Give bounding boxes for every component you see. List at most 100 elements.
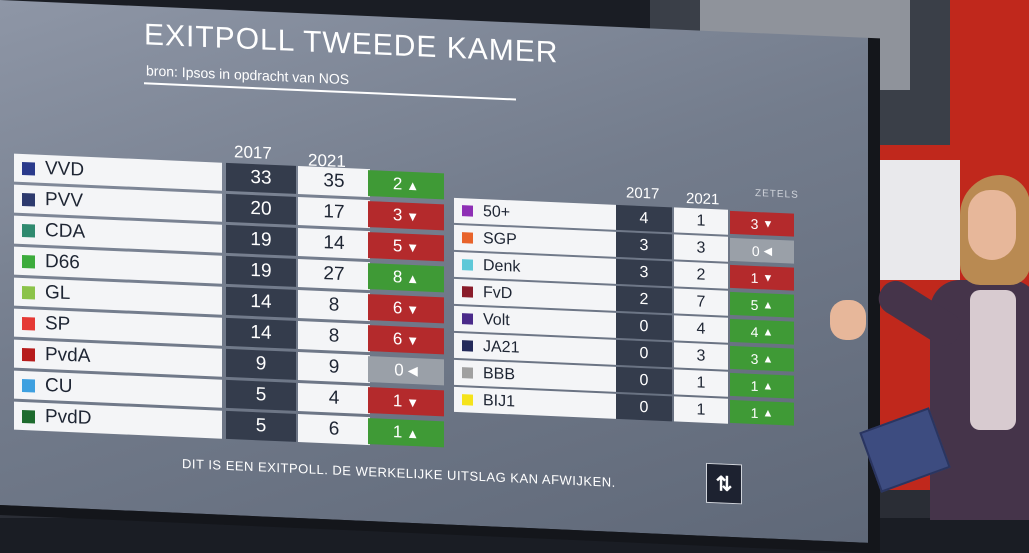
party-color-swatch: [462, 286, 473, 298]
zetels-header: ZETELS: [755, 187, 799, 201]
party-color-swatch: [22, 223, 35, 238]
party-name: FvD: [483, 283, 513, 302]
party-name: Denk: [483, 256, 521, 276]
party-color-swatch: [462, 205, 473, 217]
seat-change-value: 1: [750, 404, 759, 421]
seats-2017: 14: [226, 317, 296, 349]
swap-vertical-icon[interactable]: ⇅: [706, 462, 742, 505]
party-cell: PvdD: [14, 401, 222, 439]
seats-2021: 1: [674, 369, 728, 397]
party-color-swatch: [22, 378, 35, 393]
seat-change-badge: 0 ◀: [368, 356, 444, 386]
party-name: PvdD: [45, 405, 92, 429]
presenter-hand: [830, 300, 866, 340]
arrow-left-icon: ◀: [407, 362, 418, 379]
seat-change-badge: 1 ▼: [730, 264, 794, 291]
seats-2021: 7: [674, 288, 728, 316]
party-name: BIJ1: [483, 391, 516, 410]
exitpoll-screen: EXITPOLL TWEEDE KAMER bron: Ipsos in opd…: [0, 0, 880, 553]
arrow-down-icon: ▼: [762, 217, 774, 231]
arrow-up-icon: ▲: [762, 379, 774, 393]
party-name: CU: [45, 374, 73, 398]
arrow-up-icon: ▲: [762, 325, 774, 339]
seats-2017: 19: [226, 224, 296, 256]
seat-change-badge: 5 ▲: [730, 291, 794, 318]
seats-2021: 27: [298, 259, 370, 291]
party-color-swatch: [22, 285, 35, 300]
seat-change-value: 5: [392, 236, 403, 256]
seats-2021: 4: [674, 315, 728, 343]
seats-2021: 17: [298, 197, 370, 229]
seat-change-value: 5: [750, 296, 759, 313]
seats-2017: 19: [226, 255, 296, 287]
party-name: GL: [45, 281, 71, 305]
party-name: 50+: [483, 202, 511, 221]
party-color-swatch: [22, 161, 35, 176]
arrow-up-icon: ▲: [406, 177, 420, 193]
seat-change-value: 6: [392, 298, 403, 318]
seats-2017: 0: [616, 393, 672, 422]
seats-2021: 8: [298, 290, 370, 322]
seats-2017: 5: [226, 379, 296, 411]
seat-change-value: 0: [394, 360, 404, 380]
seat-change-value: 0: [751, 242, 760, 259]
seat-change-badge: 6 ▼: [368, 325, 444, 355]
seat-change-value: 3: [750, 350, 759, 367]
arrow-up-icon: ▲: [762, 298, 774, 312]
party-name: BBB: [483, 364, 516, 383]
seats-2017: 0: [616, 339, 672, 368]
seats-2021: 6: [298, 414, 370, 446]
party-color-swatch: [22, 254, 35, 269]
arrow-down-icon: ▼: [762, 271, 774, 285]
party-name: SGP: [483, 229, 517, 249]
party-color-swatch: [462, 367, 473, 379]
seat-change-badge: 1 ▲: [730, 399, 794, 426]
right-col-2017-header: 2017: [626, 184, 660, 203]
seat-change-value: 1: [750, 269, 759, 286]
party-name: PvdA: [45, 343, 91, 367]
party-name: SP: [45, 312, 71, 336]
seat-change-value: 3: [750, 215, 759, 232]
seats-2017: 5: [226, 410, 296, 442]
seat-change-badge: 2 ▲: [368, 170, 444, 200]
seat-change-badge: 6 ▼: [368, 294, 444, 324]
seats-2021: 3: [674, 234, 728, 262]
arrow-down-icon: ▼: [406, 332, 420, 348]
party-color-swatch: [462, 313, 473, 325]
party-color-swatch: [22, 316, 35, 331]
seat-change-badge: 5 ▼: [368, 232, 444, 262]
arrow-up-icon: ▲: [406, 270, 420, 286]
party-name: PVV: [45, 188, 84, 212]
party-color-swatch: [462, 394, 473, 406]
seat-change-badge: 1 ▼: [368, 387, 444, 417]
arrow-left-icon: ◀: [763, 245, 773, 258]
seat-change-badge: 1 ▲: [368, 418, 444, 448]
party-name: VVD: [45, 157, 85, 181]
seats-2021: 1: [674, 207, 728, 235]
seats-2021: 35: [298, 166, 370, 198]
seats-2017: 9: [226, 348, 296, 380]
arrow-down-icon: ▼: [406, 208, 420, 224]
seat-change-badge: 3 ▼: [368, 201, 444, 231]
seat-change-badge: 8 ▲: [368, 263, 444, 293]
arrow-up-icon: ▲: [762, 352, 774, 366]
seat-change-badge: 4 ▲: [730, 318, 794, 345]
party-color-swatch: [462, 232, 473, 244]
presenter-shirt: [970, 290, 1016, 430]
party-color-swatch: [462, 340, 473, 352]
seats-2021: 3: [674, 342, 728, 370]
seat-change-value: 1: [750, 377, 759, 394]
seat-change-value: 1: [392, 391, 403, 411]
party-color-swatch: [22, 409, 35, 424]
seats-2017: 14: [226, 286, 296, 318]
arrow-down-icon: ▼: [406, 394, 420, 410]
seats-2017: 3: [616, 258, 672, 287]
seats-2017: 33: [226, 162, 296, 194]
seats-2017: 0: [616, 366, 672, 395]
seat-change-value: 2: [392, 174, 403, 194]
left-col-2017-header: 2017: [234, 142, 272, 163]
arrow-up-icon: ▲: [762, 406, 774, 420]
seats-2017: 2: [616, 285, 672, 314]
party-color-swatch: [22, 347, 35, 362]
arrow-down-icon: ▼: [406, 239, 420, 255]
